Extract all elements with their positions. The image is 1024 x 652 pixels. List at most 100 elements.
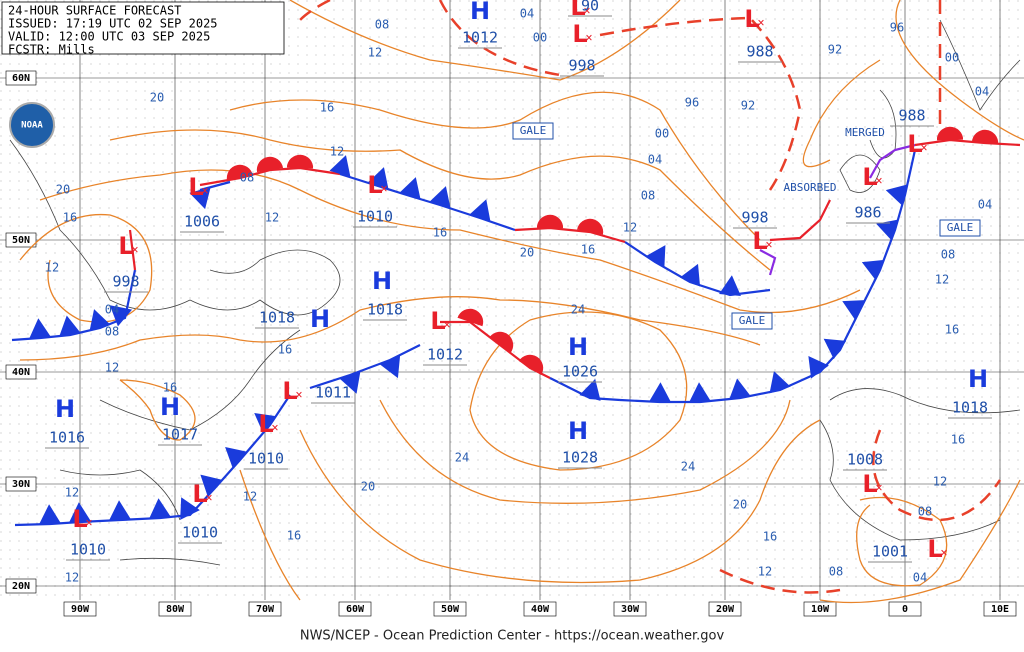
footer: NWS/NCEP - Ocean Prediction Center - htt… [300,629,725,644]
lon-box [983,601,1017,617]
lon-label: 20W [716,604,735,615]
low-symbol: L [572,20,587,48]
logo-text: NOAA [21,121,43,131]
isobar-label: 24 [681,460,695,474]
isobar-label: 92 [828,43,842,57]
isobar-label: 16 [163,381,177,395]
lon-box [248,601,282,617]
low-center: × [757,16,764,30]
isobar-label: 20 [150,91,164,105]
low-symbol: L [72,505,87,533]
high-symbol: H [160,393,180,421]
isobar-label: 04 [913,571,927,585]
isobar-label: 16 [581,243,595,257]
isobar-label: 08 [375,18,389,32]
low-center: × [295,388,302,402]
isobar-label: 12 [935,273,949,287]
isobar-label: 12 [265,211,279,225]
annotation: GALE [739,314,766,327]
low-center: × [765,238,772,252]
isobar-label: 08 [941,248,955,262]
low-symbol: L [752,227,767,255]
isobar-label: 08 [105,325,119,339]
isobar-label: 12 [623,221,637,235]
low-center: × [131,243,138,257]
isobar-label: 04 [978,198,992,212]
isobar-label: 12 [45,261,59,275]
isobar-label: 20 [520,246,534,260]
low-pressure: 1001 [872,543,908,561]
isobar-label: 12 [105,361,119,375]
isobar-label: 08 [240,171,254,185]
isobar-label: 04 [520,7,534,21]
lat-box [5,578,37,594]
low-symbol: L [862,470,877,498]
troughs [299,0,1002,594]
low-pressure: 1010 [248,450,284,468]
low-center: × [920,141,927,155]
isobar-label: 00 [533,31,547,45]
isobar-label: 24 [455,451,469,465]
lat-label: 30N [12,479,30,490]
high-pressure: 1018 [367,301,403,319]
lat-box [5,70,37,86]
isobar-label: 24 [571,303,585,317]
lat-label: 40N [12,367,30,378]
isobar-label: 04 [105,303,119,317]
lat-label: 50N [12,235,30,246]
isobar-label: 12 [330,145,344,159]
low-pressure: 90 [581,0,599,15]
low-symbol: L [367,171,382,199]
high-pressure: 1028 [562,449,598,467]
low-center: × [85,516,92,530]
low-symbol: L [907,130,922,158]
lon-label: 80W [166,604,185,615]
low-pressure: 1008 [847,451,883,469]
lon-box [63,601,97,617]
isobar-label: 20 [733,498,747,512]
isobar-label: 20 [56,183,70,197]
annotation: GALE [520,124,547,137]
low-symbol: L [862,163,877,191]
isobar-label: 12 [65,486,79,500]
high-pressure: 1017 [162,426,198,444]
lon-box [708,601,742,617]
isobar-label: 92 [741,99,755,113]
fronts [11,126,1021,527]
header-box [1,1,285,55]
isobar-label: 16 [763,530,777,544]
low-center: × [380,182,387,196]
isobar-label: 16 [63,211,77,225]
low-center: × [583,4,590,18]
lon-label: 30W [621,604,640,615]
isobar-label: 96 [685,96,699,110]
isobar-label: 00 [655,127,669,141]
low-symbol: L [258,410,273,438]
lon-box [613,601,647,617]
logo [9,102,55,148]
gale-box [731,312,773,330]
isobar-label: 16 [951,433,965,447]
annotation: GALE [947,221,974,234]
lat-label: 20N [12,581,30,592]
isobar-label: 04 [975,85,989,99]
low-center: × [205,491,212,505]
low-pressure: 988 [898,107,925,125]
isobar-label: 96 [890,21,904,35]
lon-box [523,601,557,617]
isobar-label: 16 [433,226,447,240]
low-center: × [940,546,947,560]
lon-box [433,601,467,617]
low-symbol: L [430,307,445,335]
lon-label: 90W [71,604,90,615]
lon-label: 60W [346,604,365,615]
isobar-label: 00 [945,51,959,65]
high-symbol: H [310,305,330,333]
gale-box [939,219,981,237]
isobar-label: 12 [368,46,382,60]
low-center: × [271,421,278,435]
isobar-label: 16 [278,343,292,357]
isobar-label: 20 [361,480,375,494]
low-pressure: 1012 [427,346,463,364]
